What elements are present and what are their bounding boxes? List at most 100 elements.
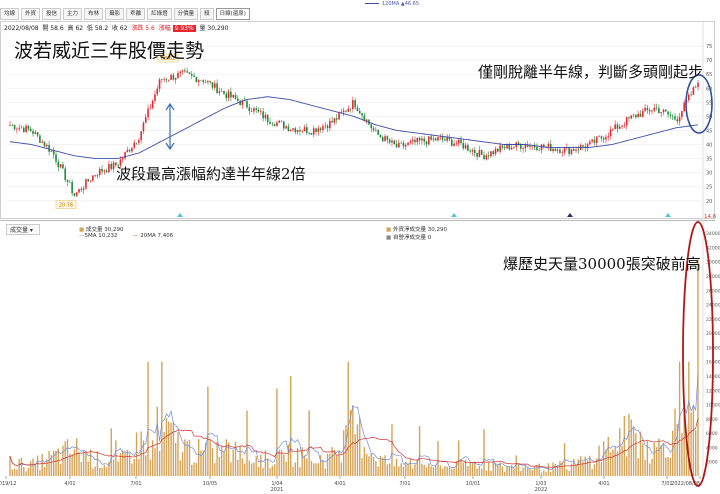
volume-bar xyxy=(499,462,501,476)
volume-bar xyxy=(602,441,605,476)
price-candle xyxy=(676,119,679,122)
price-candle xyxy=(220,91,223,92)
volume-bar xyxy=(439,465,441,476)
breakout-circle xyxy=(685,74,713,134)
volume-bar xyxy=(32,458,34,476)
price-candle xyxy=(646,107,649,111)
volume-bar xyxy=(117,461,119,476)
volume-bar xyxy=(94,466,96,476)
price-candle xyxy=(667,111,669,115)
toolbar-button-9[interactable]: 殺 xyxy=(200,8,214,20)
toolbar-button-1[interactable]: 外資 xyxy=(21,8,41,20)
price-candle xyxy=(142,122,145,132)
volume-bar xyxy=(623,415,626,476)
rally-arrow-head-down xyxy=(165,142,175,151)
volume-breakout-circle xyxy=(682,221,714,487)
toolbar-button-4[interactable]: 布林 xyxy=(84,8,104,20)
volume-bar xyxy=(554,463,557,476)
price-candle xyxy=(25,125,27,133)
volume-bar xyxy=(16,469,18,476)
toolbar-button-2[interactable]: 投信 xyxy=(42,8,62,20)
x-tick-label: 7/01 xyxy=(130,481,141,487)
volume-bar xyxy=(469,462,471,476)
volume-tick-label: 26000 xyxy=(706,288,720,294)
price-candle xyxy=(296,129,299,133)
price-candle xyxy=(467,145,469,151)
volume-selector[interactable]: 成交量 ▾ xyxy=(6,224,40,235)
volume-bar xyxy=(195,462,198,476)
volume-bar xyxy=(306,458,308,476)
x-tick-year-label: 2021 xyxy=(271,487,284,493)
volume-bar xyxy=(184,439,186,476)
volume-bar xyxy=(27,467,30,476)
toolbar-button-5[interactable]: 攝影 xyxy=(105,8,125,20)
price-candle xyxy=(283,121,285,129)
volume-bar xyxy=(34,464,37,476)
price-candle xyxy=(480,150,483,155)
price-candle xyxy=(402,143,405,147)
volume-bar xyxy=(432,467,435,476)
price-candle xyxy=(46,145,48,147)
toolbar-button-8[interactable]: 分價量 xyxy=(173,8,199,20)
volume-bar xyxy=(273,464,276,476)
volume-ma20-line xyxy=(9,418,699,468)
toolbar-button-0[interactable]: 均線 xyxy=(0,8,20,20)
volume-bar xyxy=(504,471,506,476)
volume-bar xyxy=(471,463,474,476)
volume-bar xyxy=(612,449,614,476)
volume-bar xyxy=(662,443,665,476)
price-candle xyxy=(561,152,564,154)
volume-tick-label: 6000 xyxy=(706,431,718,437)
volume-bar xyxy=(356,424,359,476)
price-candle xyxy=(124,152,126,159)
volume-bar xyxy=(50,455,53,476)
price-candle xyxy=(349,108,352,110)
volume-bar xyxy=(13,468,16,476)
chart-toolbar: 均線 外資 投信 主力 布林 攝影 乖離 紅綠燈 分價量殺日線(還原) xyxy=(0,8,252,22)
price-candle xyxy=(273,124,276,126)
price-candle xyxy=(310,133,313,135)
volume-bar xyxy=(646,440,649,476)
volume-bar xyxy=(359,417,361,476)
price-candle xyxy=(625,117,628,126)
price-candle xyxy=(101,168,103,172)
price-info-bar: 2022/08/08 開 58.6 高 62 低 58.2 收 62 漲跌 5.… xyxy=(4,23,228,32)
price-candle xyxy=(639,113,642,117)
price-candle xyxy=(609,129,612,137)
volume-bar xyxy=(241,458,244,476)
volume-bar xyxy=(57,448,60,476)
volume-bar xyxy=(434,464,437,476)
event-marker xyxy=(665,213,671,217)
price-tick-label: 40 xyxy=(706,143,712,149)
volume-bar xyxy=(536,464,538,476)
volume-bar xyxy=(398,466,400,476)
volume-bar xyxy=(188,439,191,476)
toolbar-button-3[interactable]: 主力 xyxy=(63,8,83,20)
price-candle xyxy=(255,108,258,110)
price-candle xyxy=(52,150,55,155)
volume-bar xyxy=(315,463,317,476)
volume-bar xyxy=(402,466,405,476)
toolbar-button-6[interactable]: 乖離 xyxy=(126,8,146,20)
volume-bar xyxy=(145,455,147,476)
price-candle xyxy=(144,117,147,123)
price-candle xyxy=(660,112,662,114)
info-high: 高 62 xyxy=(67,25,84,32)
price-candle xyxy=(598,136,600,137)
volume-bar xyxy=(418,426,421,476)
price-candle xyxy=(586,144,589,149)
volume-bar xyxy=(596,458,598,476)
volume-bar xyxy=(225,439,227,476)
price-candle xyxy=(253,108,255,112)
price-candle xyxy=(483,154,485,160)
price-candle xyxy=(614,124,616,130)
price-candle xyxy=(388,139,391,143)
price-candle xyxy=(503,147,506,149)
volume-bar xyxy=(78,451,80,476)
toolbar-button-10[interactable]: 日線(還原) xyxy=(215,8,250,20)
price-tick-label: 35 xyxy=(706,157,712,163)
volume-bar xyxy=(651,458,653,476)
volume-bar xyxy=(384,455,386,476)
volume-bar xyxy=(543,470,545,476)
toolbar-button-7[interactable]: 紅綠燈 xyxy=(147,8,172,20)
